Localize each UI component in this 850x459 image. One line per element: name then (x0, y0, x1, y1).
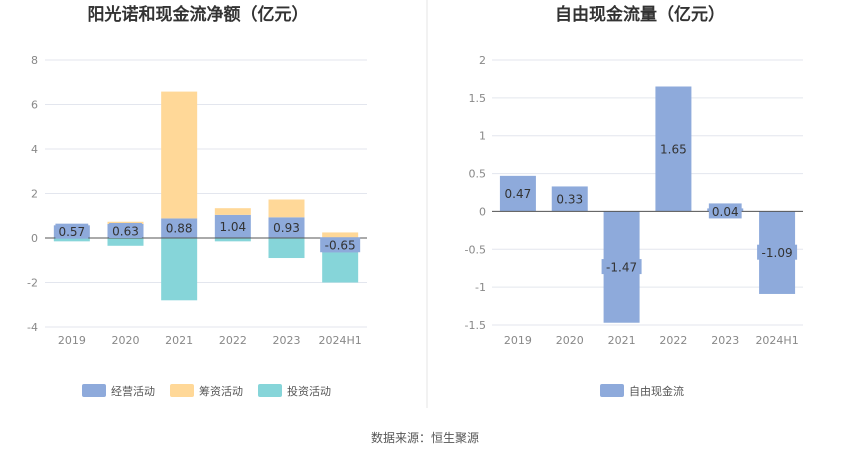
cashflow-chart: 阳光诺和现金流净额（亿元） 8 6 4 2 0 -2 -4 2019 2020 2021 2022 20… (27, 4, 367, 398)
data-label-bg (601, 259, 642, 275)
y-tick-label: 0 (479, 205, 486, 218)
bar (322, 232, 359, 238)
y-tick-label: -0.5 (465, 243, 486, 256)
data-label: 1.04 (219, 220, 246, 234)
y-tick-label: -1.5 (465, 319, 486, 332)
data-label: 0.93 (273, 221, 300, 235)
bar (161, 91, 198, 219)
data-label-bg (270, 219, 303, 235)
data-label: 0.63 (112, 224, 139, 238)
data-label-bg (757, 244, 798, 260)
data-label-bg (162, 220, 196, 236)
data-label: 0.57 (58, 225, 85, 239)
legend-label: 经营活动 (111, 384, 155, 398)
data-label-bg (55, 223, 89, 239)
chart-title: 阳光诺和现金流净额（亿元） (88, 4, 309, 25)
data-label: 0.47 (505, 187, 532, 201)
bar (268, 238, 305, 259)
bar (161, 238, 198, 301)
data-label-bg (657, 140, 690, 156)
bar (214, 238, 251, 242)
data-label: -0.65 (325, 239, 356, 253)
x-tick-label: 2020 (556, 334, 584, 347)
x-tick-label: 2019 (58, 334, 86, 347)
x-tick-label: 2024H1 (755, 334, 798, 347)
x-tick-label: 2023 (273, 334, 301, 347)
bar (53, 238, 90, 242)
x-tick-label: 2021 (608, 334, 636, 347)
y-tick-label: 2 (479, 54, 486, 67)
data-label: -1.47 (606, 261, 637, 275)
y-tick-label: 0 (31, 232, 38, 245)
data-label: 0.33 (556, 192, 583, 206)
bar (107, 238, 144, 246)
y-tick-label: 8 (31, 54, 38, 67)
legend-swatch (600, 384, 624, 397)
legend-label: 筹资活动 (199, 384, 243, 398)
data-label-bg (109, 222, 142, 238)
data-label-bg (216, 218, 250, 234)
data-label: -1.09 (762, 246, 793, 260)
x-tick-label: 2023 (711, 334, 739, 347)
y-tick-label: 4 (31, 143, 38, 156)
legend-swatch (170, 384, 194, 397)
data-label: 0.04 (712, 205, 739, 219)
chart-title: 自由现金流量（亿元） (555, 4, 725, 25)
data-label-bg (501, 185, 535, 201)
y-tick-label: 1.5 (469, 92, 487, 105)
legend-label: 投资活动 (287, 384, 331, 398)
y-tick-label: 6 (31, 99, 38, 112)
y-tick-label: 0.5 (469, 168, 487, 181)
x-tick-label: 2024H1 (319, 334, 362, 347)
y-tick-label: 1 (479, 130, 486, 143)
legend-swatch (258, 384, 282, 397)
bar (268, 199, 305, 218)
legend-label: 自由现金流 (629, 384, 684, 398)
bar (107, 221, 144, 224)
source-note: 数据来源：恒生聚源 (371, 430, 479, 445)
data-label-bg (708, 203, 742, 219)
x-tick-label: 2022 (219, 334, 247, 347)
x-tick-label: 2022 (659, 334, 687, 347)
data-label: 1.65 (660, 142, 687, 156)
data-label: 0.88 (166, 222, 193, 236)
data-label-bg (553, 190, 587, 206)
y-tick-label: -2 (27, 277, 38, 290)
y-tick-label: -1 (475, 281, 486, 294)
bar (322, 252, 359, 283)
y-tick-label: 2 (31, 188, 38, 201)
legend-swatch (82, 384, 106, 397)
bar (214, 208, 251, 215)
y-tick-label: -4 (27, 321, 38, 334)
x-tick-label: 2019 (504, 334, 532, 347)
x-tick-label: 2021 (165, 334, 193, 347)
free-cashflow-chart: 自由现金流量（亿元） 2 1.5 1 0.5 0 -0.5 -1 -1.5 2019 2020 202… (465, 4, 803, 398)
data-label-bg (320, 237, 361, 253)
x-tick-label: 2020 (112, 334, 140, 347)
